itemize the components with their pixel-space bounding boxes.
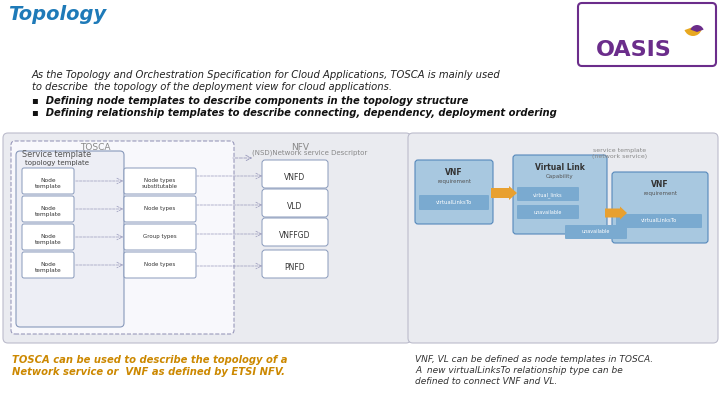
FancyArrow shape <box>605 207 627 220</box>
Text: service template
(network service): service template (network service) <box>593 148 647 159</box>
Text: OASIS: OASIS <box>596 40 672 60</box>
FancyBboxPatch shape <box>415 160 493 224</box>
Text: virtual_links: virtual_links <box>534 192 563 198</box>
FancyBboxPatch shape <box>262 218 328 246</box>
Text: NFV: NFV <box>291 143 309 152</box>
Text: A  new virtualLinksTo relationship type can be: A new virtualLinksTo relationship type c… <box>415 366 623 375</box>
FancyBboxPatch shape <box>124 224 196 250</box>
Text: TOSCA can be used to describe the topology of a: TOSCA can be used to describe the topolo… <box>12 355 287 365</box>
FancyBboxPatch shape <box>262 160 328 188</box>
Text: requirement: requirement <box>437 179 471 184</box>
Text: unavailable: unavailable <box>582 229 610 234</box>
FancyBboxPatch shape <box>3 133 411 343</box>
FancyBboxPatch shape <box>408 133 718 343</box>
Text: Service template: Service template <box>22 150 91 159</box>
Text: virtualLinksTo: virtualLinksTo <box>641 218 677 223</box>
Text: ▪  Defining node templates to describe components in the topology structure: ▪ Defining node templates to describe co… <box>32 96 469 106</box>
FancyBboxPatch shape <box>616 214 702 228</box>
FancyBboxPatch shape <box>22 224 74 250</box>
FancyBboxPatch shape <box>22 196 74 222</box>
FancyBboxPatch shape <box>124 196 196 222</box>
Text: VNF: VNF <box>445 168 463 177</box>
Wedge shape <box>690 25 703 32</box>
Text: virtualLinksTo: virtualLinksTo <box>436 200 472 205</box>
Text: PNFD: PNFD <box>284 263 305 272</box>
FancyBboxPatch shape <box>124 252 196 278</box>
FancyBboxPatch shape <box>22 168 74 194</box>
Text: As the Topology and Orchestration Specification for Cloud Applications, TOSCA is: As the Topology and Orchestration Specif… <box>32 70 500 80</box>
Text: Node types
substitutable: Node types substitutable <box>142 178 178 189</box>
Text: defined to connect VNF and VL.: defined to connect VNF and VL. <box>415 377 557 386</box>
Text: TOSCA: TOSCA <box>80 143 110 152</box>
Text: VNF: VNF <box>651 180 669 189</box>
Text: VNF, VL can be defined as node templates in TOSCA.: VNF, VL can be defined as node templates… <box>415 355 653 364</box>
FancyBboxPatch shape <box>578 3 716 66</box>
Text: Node types: Node types <box>145 262 176 267</box>
FancyBboxPatch shape <box>517 187 579 201</box>
Text: Node
template: Node template <box>35 262 61 273</box>
Text: Group types: Group types <box>143 234 177 239</box>
Text: VNFD: VNFD <box>284 173 305 182</box>
Text: Node
template: Node template <box>35 206 61 217</box>
Text: unavailable: unavailable <box>534 210 562 215</box>
Text: Node
template: Node template <box>35 234 61 245</box>
FancyBboxPatch shape <box>612 172 708 243</box>
Text: Capability: Capability <box>546 174 574 179</box>
Text: Topology: Topology <box>8 5 107 24</box>
Text: Network service or  VNF as defined by ETSI NFV.: Network service or VNF as defined by ETS… <box>12 367 285 377</box>
FancyBboxPatch shape <box>513 155 607 234</box>
FancyBboxPatch shape <box>565 225 627 239</box>
Text: Virtual Link: Virtual Link <box>535 163 585 172</box>
Text: ▪  Defining relationship templates to describe connecting, dependency, deploymen: ▪ Defining relationship templates to des… <box>32 108 557 118</box>
Text: (NSD)Network service Descriptor: (NSD)Network service Descriptor <box>253 150 368 156</box>
Text: Node types: Node types <box>145 206 176 211</box>
FancyBboxPatch shape <box>517 205 579 219</box>
FancyBboxPatch shape <box>16 151 124 327</box>
Wedge shape <box>685 27 701 36</box>
Text: requirement: requirement <box>643 191 677 196</box>
FancyBboxPatch shape <box>11 141 234 334</box>
FancyBboxPatch shape <box>419 195 489 210</box>
Text: VLD: VLD <box>287 202 302 211</box>
FancyBboxPatch shape <box>124 168 196 194</box>
FancyArrow shape <box>491 186 517 200</box>
Text: Node
template: Node template <box>35 178 61 189</box>
Text: to describe  the topology of the deployment view for cloud applications.: to describe the topology of the deployme… <box>32 82 392 92</box>
FancyBboxPatch shape <box>22 252 74 278</box>
Text: topology template: topology template <box>25 160 89 166</box>
FancyBboxPatch shape <box>262 250 328 278</box>
FancyBboxPatch shape <box>262 189 328 217</box>
Text: VNFFGD: VNFFGD <box>279 231 311 240</box>
